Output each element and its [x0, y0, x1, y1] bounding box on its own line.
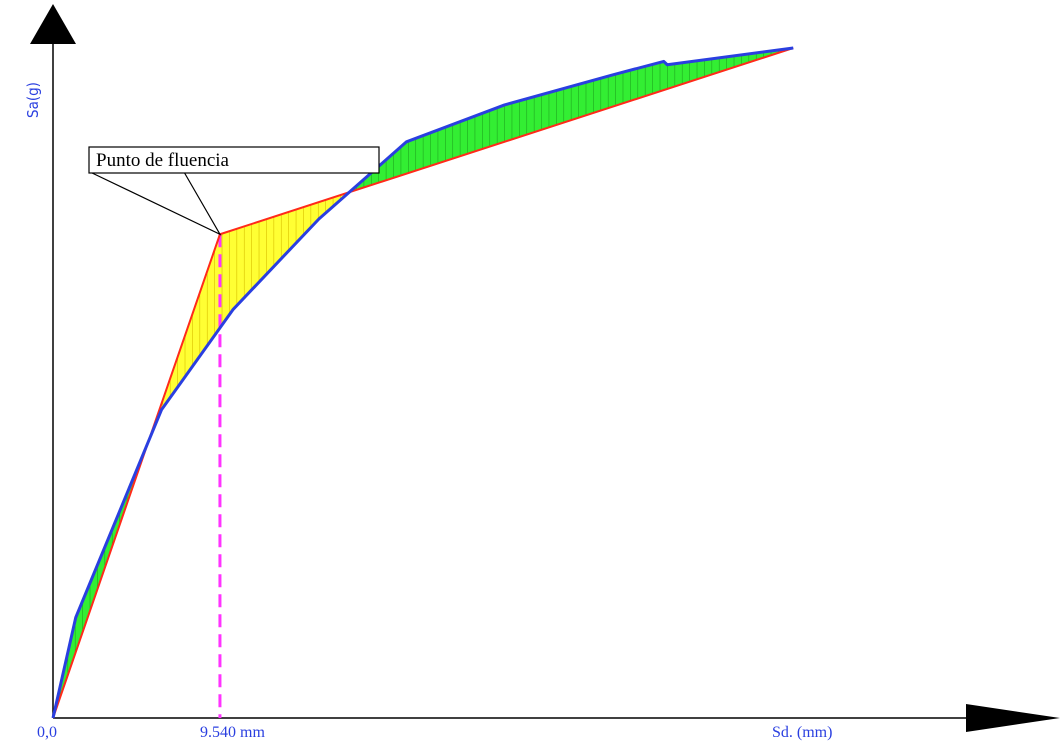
yield-callout-text: Punto de fluencia	[96, 150, 230, 171]
yellow-area-region	[147, 192, 350, 443]
capacity-series-line	[51, 46, 794, 719]
origin-label: 0,0	[37, 724, 57, 741]
x-marker-label: 9.540 mm	[200, 724, 265, 741]
x-axis-arrow	[966, 704, 1060, 732]
y-axis-arrow	[30, 4, 76, 44]
x-axis-label: Sd. (mm)	[772, 724, 832, 741]
y-axis-label: Sa(g)	[24, 82, 42, 118]
yield-callout-leader	[89, 171, 222, 236]
yield-callout-box	[88, 146, 380, 174]
area-hatching	[60, 48, 787, 697]
